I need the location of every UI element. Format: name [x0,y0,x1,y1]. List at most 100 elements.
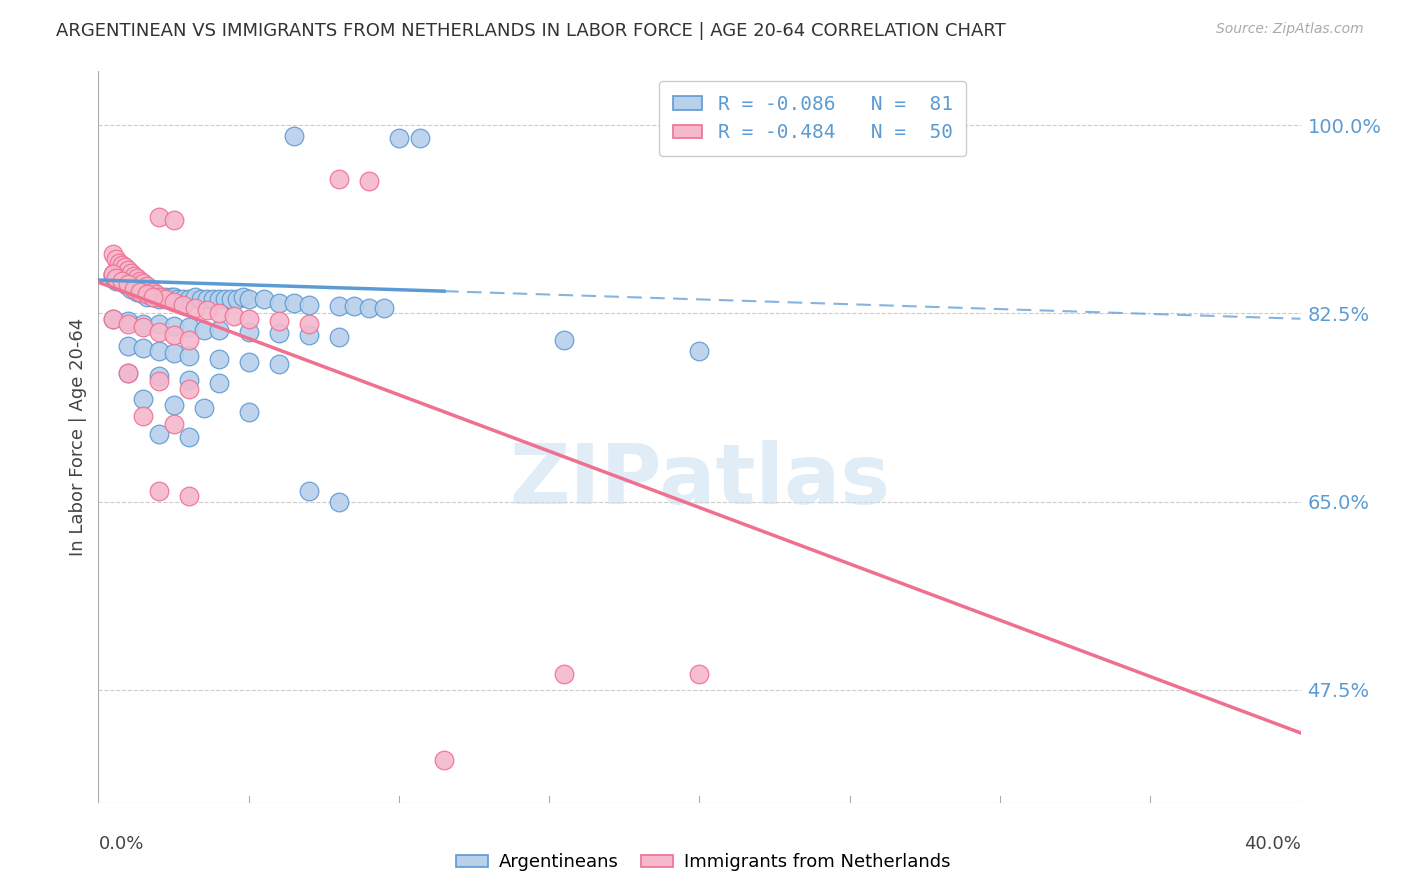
Legend: R = -0.086   N =  81, R = -0.484   N =  50: R = -0.086 N = 81, R = -0.484 N = 50 [659,81,966,156]
Point [148,426,170,441]
Point [103,247,125,261]
Point [183,301,205,315]
Point [162,290,184,304]
Point [166,293,188,307]
Point [117,338,139,352]
Point [177,373,200,387]
Point [105,274,128,288]
Point [129,285,152,299]
Legend: Argentineans, Immigrants from Netherlands: Argentineans, Immigrants from Netherland… [449,847,957,879]
Point [553,333,575,347]
Point [238,293,260,307]
Point [108,271,131,285]
Point [177,350,200,364]
Point [283,295,305,310]
Point [193,401,215,415]
Point [177,320,200,334]
Point [124,279,146,293]
Point [117,317,139,331]
Point [132,392,155,407]
Point [162,212,184,227]
Point [162,417,184,432]
Point [148,374,170,388]
Point [114,260,136,274]
Point [238,311,260,326]
Text: ZIPatlas: ZIPatlas [509,441,890,522]
Point [132,285,155,299]
Point [121,266,143,280]
Point [127,285,149,299]
Point [129,285,152,299]
Point [689,344,711,359]
Point [153,290,176,304]
Point [124,277,146,291]
Point [111,271,134,285]
Point [238,355,260,369]
Point [553,666,575,681]
Point [148,325,170,339]
Point [298,327,321,342]
Point [132,277,155,291]
Point [124,268,146,283]
Point [145,287,167,301]
Text: ARGENTINEAN VS IMMIGRANTS FROM NETHERLANDS IN LABOR FORCE | AGE 20-64 CORRELATIO: ARGENTINEAN VS IMMIGRANTS FROM NETHERLAN… [56,22,1005,40]
Point [105,252,128,266]
Point [238,405,260,419]
Point [124,282,146,296]
Point [108,274,131,288]
Point [238,325,260,339]
Point [177,430,200,444]
Point [141,290,163,304]
Point [162,346,184,360]
Point [190,293,212,307]
Point [162,398,184,412]
Point [103,267,125,281]
Point [298,317,321,331]
Point [127,282,149,296]
Point [132,317,155,331]
Point [177,333,200,347]
Text: Source: ZipAtlas.com: Source: ZipAtlas.com [1216,22,1364,37]
Point [162,319,184,334]
Point [172,293,194,307]
Point [145,290,167,304]
Point [232,290,254,304]
Point [208,376,231,391]
Point [111,258,134,272]
Text: 40.0%: 40.0% [1244,835,1301,853]
Point [177,293,200,307]
Point [388,131,411,145]
Point [222,309,245,323]
Point [373,301,395,315]
Point [135,287,157,301]
Point [267,326,290,340]
Point [148,290,170,304]
Point [127,271,149,285]
Point [298,483,321,498]
Point [214,293,236,307]
Point [111,272,134,286]
Point [111,274,134,288]
Point [138,282,160,296]
Point [689,666,711,681]
Point [253,293,276,307]
Point [357,174,380,188]
Point [162,327,184,342]
Point [208,306,231,320]
Point [148,293,170,307]
Point [162,294,184,309]
Point [117,279,139,293]
Point [148,317,170,331]
Point [103,268,125,283]
Point [148,210,170,224]
Point [172,298,194,312]
Point [328,299,350,313]
Y-axis label: In Labor Force | Age 20-64: In Labor Force | Age 20-64 [69,318,87,557]
Point [409,131,432,145]
Point [135,287,157,301]
Point [141,290,163,304]
Point [117,366,139,380]
Point [208,351,231,366]
Point [433,753,456,767]
Point [193,322,215,336]
